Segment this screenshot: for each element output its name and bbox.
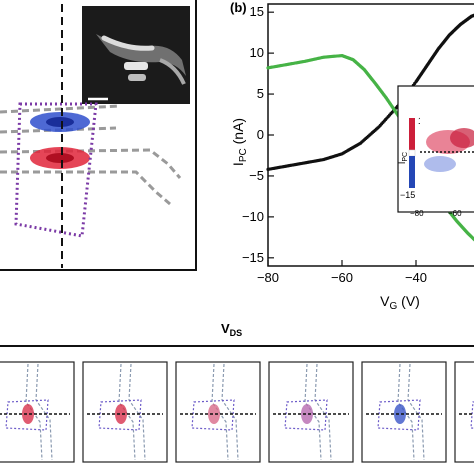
vds-label: VDS (221, 321, 242, 338)
vds-thumbnails (0, 361, 474, 463)
x-axis-label: VG (V) (380, 293, 420, 312)
inset-colorbar-white (408, 149, 416, 157)
panel-a (0, 0, 197, 271)
x-tick-label: −40 (405, 270, 427, 285)
y-tick-label: 15 (250, 4, 264, 19)
vds-thumbnail (82, 361, 168, 463)
vds-thumbnail (175, 361, 261, 463)
vds-thumbnail (0, 361, 75, 463)
y-tick-label: −5 (249, 168, 264, 183)
y-tick-label: 10 (250, 45, 264, 60)
inset-y-label: IPC (397, 152, 409, 164)
inset-colorbar-red (409, 118, 415, 150)
vds-thumbnail (361, 361, 447, 463)
sem-inset (82, 6, 190, 104)
y-tick-label: −10 (242, 209, 264, 224)
y-axis-label: IPC (nA) (230, 118, 249, 166)
y-tick-label: 0 (257, 127, 264, 142)
panel-b-label: (b) (230, 0, 247, 15)
x-tick-label: −60 (331, 270, 353, 285)
y-tick-label: −15 (242, 250, 264, 265)
chart-inset: 15 −15 IPC −80 −60 (397, 85, 474, 218)
vds-thumbnail (268, 361, 354, 463)
inset-ytick-bottom: −15 (400, 190, 415, 200)
vds-thumbnail (454, 361, 474, 463)
inset-xtick-1: −80 (410, 209, 424, 218)
inset-colorbar-blue (409, 156, 415, 188)
y-tick-label: 5 (257, 86, 264, 101)
flake-outline (14, 102, 98, 238)
chart-series (266, 13, 474, 242)
inset-xtick-2: −60 (448, 209, 462, 218)
x-tick-label: −80 (257, 270, 279, 285)
